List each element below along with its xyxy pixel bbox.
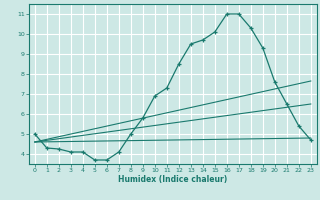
X-axis label: Humidex (Indice chaleur): Humidex (Indice chaleur) [118,175,228,184]
